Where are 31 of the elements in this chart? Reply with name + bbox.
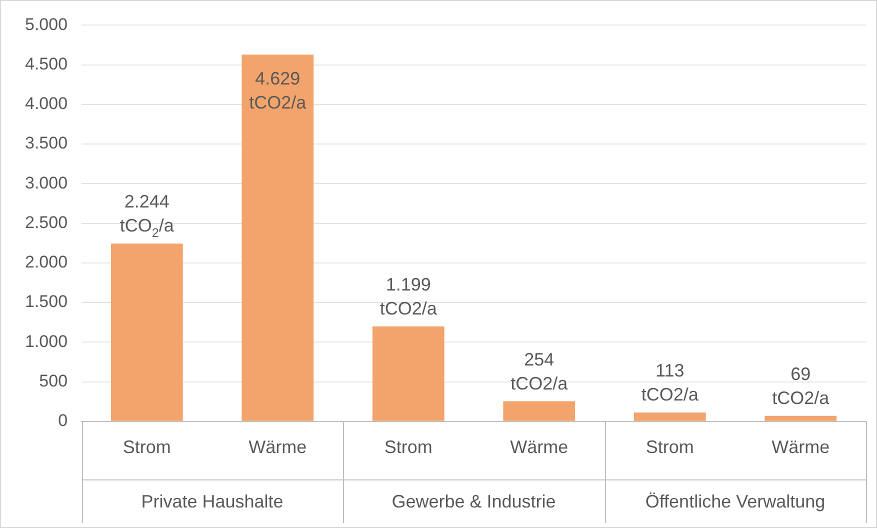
text: Gewerbe & Industrie (392, 491, 556, 512)
bar (110, 244, 183, 421)
bar (242, 54, 314, 421)
data-label: 113 tCO2/a (641, 360, 700, 404)
y-tick-label: 1.000 (24, 332, 68, 351)
y-tick-label: 4.000 (24, 94, 68, 114)
bar (634, 412, 706, 421)
y-tick-label: 0 (58, 411, 68, 430)
x-tick-label: Wärme (772, 437, 830, 458)
bar (372, 326, 444, 421)
text: Private Haushalte (141, 491, 284, 512)
data-label: 69 tCO2/a (772, 364, 830, 408)
x-tick-label: Strom (122, 437, 171, 458)
x-tick-label: Wärme (248, 437, 307, 458)
y-tick-label: 3.000 (24, 173, 68, 192)
y-tick-label: 1.500 (24, 292, 68, 312)
bar (503, 401, 576, 421)
x-tick-label: Strom (384, 437, 432, 458)
data-label: 4.629 tCO2/a (249, 68, 308, 113)
bar (764, 416, 837, 421)
y-tick-label: 3.500 (24, 134, 68, 153)
y-tick-label: 5.000 (24, 14, 68, 34)
data-label: 1.199 tCO2/a (380, 274, 438, 318)
y-tick-label: 500 (39, 371, 68, 390)
x-tick-label: Strom (646, 437, 694, 458)
y-tick-label: 2.500 (24, 212, 68, 232)
text: Öffentliche Verwaltung (645, 491, 826, 512)
data-label: 254 tCO2/a (510, 349, 569, 394)
y-tick-label: 2.000 (24, 252, 68, 272)
x-tick-label: Wärme (510, 437, 568, 458)
y-tick-label: 4.500 (24, 54, 68, 74)
